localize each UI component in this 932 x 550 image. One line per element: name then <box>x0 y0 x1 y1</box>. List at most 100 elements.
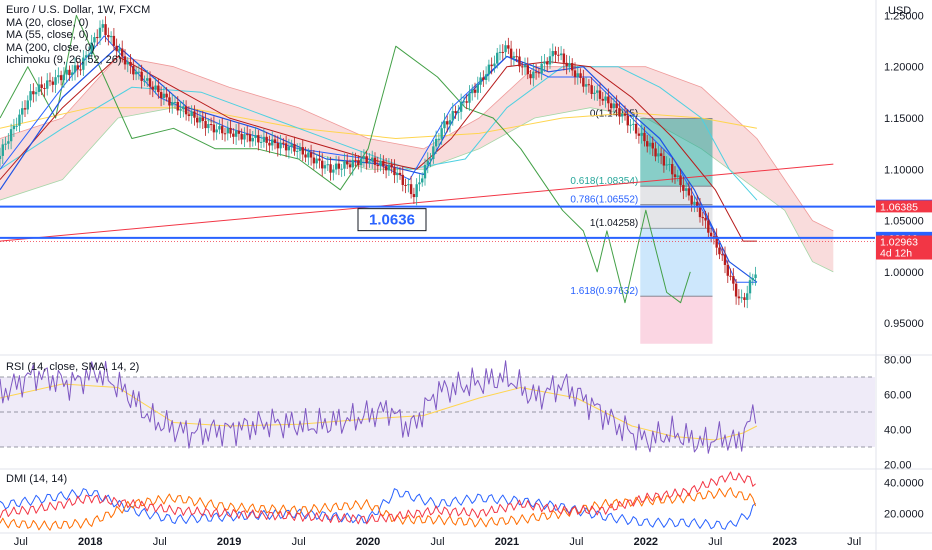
candle-body <box>104 24 107 35</box>
candle-body <box>712 236 716 238</box>
candle-body <box>509 48 513 58</box>
candle-body <box>704 217 707 221</box>
price-axis-tag-sublabel: 4d 12h <box>880 248 912 260</box>
candle-body <box>604 96 607 101</box>
candle-body <box>332 169 335 173</box>
candle-body <box>398 172 402 175</box>
dmi-pane-title: DMI (14, 14) <box>6 473 68 485</box>
candle-body <box>748 280 752 294</box>
candle-body <box>546 61 549 65</box>
candle-body <box>287 146 291 151</box>
price-axis-tag-label: 1.02963 <box>880 237 918 249</box>
candle-body <box>304 154 307 158</box>
chart-legend: Euro / U.S. Dollar, 1W, FXCM MA (20, clo… <box>6 4 150 67</box>
candle-body <box>29 91 32 101</box>
candle-body <box>518 56 521 67</box>
candle-body <box>543 61 546 64</box>
candle-body <box>468 93 471 103</box>
time-tick-label: Jul <box>292 536 306 548</box>
candle-body <box>21 108 24 115</box>
currency-label: USD <box>888 5 911 17</box>
candle-body <box>101 24 104 28</box>
candle-body <box>98 27 102 38</box>
candle-body <box>662 155 666 166</box>
candle-body <box>718 247 721 255</box>
candle-body <box>501 51 504 53</box>
candle-body <box>268 142 271 146</box>
rsi-tick-label: 60.00 <box>884 390 912 402</box>
fib-level-label: 1.618(0.97632) <box>570 286 638 297</box>
candle-body <box>246 134 249 136</box>
candle-body <box>690 195 693 205</box>
price-axis-tag-label: 1.06385 <box>880 201 918 213</box>
candle-body <box>687 188 691 196</box>
candle-body <box>559 53 563 56</box>
candle-body <box>437 138 441 140</box>
candle-body <box>648 142 652 147</box>
fib-zone-below <box>640 296 713 344</box>
candle-body <box>396 172 399 176</box>
candle-body <box>507 45 510 49</box>
candle-body <box>551 51 554 57</box>
candle-body <box>162 93 166 98</box>
candle-body <box>615 103 618 109</box>
candle-body <box>737 296 741 299</box>
candle-body <box>57 75 60 78</box>
candle-body <box>523 65 527 68</box>
candle-body <box>404 184 407 186</box>
candle-body <box>0 155 2 160</box>
candle-body <box>112 35 116 46</box>
candle-body <box>348 164 352 168</box>
candle-body <box>423 164 427 179</box>
candle-body <box>4 143 7 145</box>
candle-body <box>407 184 410 186</box>
candle-body <box>484 74 488 81</box>
candle-body <box>693 201 696 205</box>
rsi-pane-title: RSI (14, close, SMA, 14, 2) <box>6 361 140 373</box>
candle-body <box>343 161 346 169</box>
candle-body <box>376 164 379 167</box>
candle-body <box>223 133 227 135</box>
time-tick-label: 2020 <box>356 536 380 548</box>
candle-body <box>498 51 502 53</box>
candle-body <box>368 161 371 164</box>
time-tick-label: 2022 <box>634 536 658 548</box>
candle-body <box>482 77 485 81</box>
candle-body <box>237 130 241 134</box>
candle-body <box>179 109 182 111</box>
candle-body <box>440 128 443 139</box>
candle-body <box>323 165 327 169</box>
candle-body <box>751 278 754 281</box>
candle-body <box>448 120 452 125</box>
candle-body <box>473 89 477 93</box>
candle-body <box>282 142 285 144</box>
candle-body <box>34 91 38 95</box>
candle-body <box>43 87 46 89</box>
candle-body <box>454 111 457 114</box>
candle-body <box>593 92 596 94</box>
candle-body <box>601 98 604 101</box>
candle-body <box>632 123 635 125</box>
candle-body <box>659 153 663 156</box>
candle-body <box>596 90 599 93</box>
candle-body <box>15 125 18 127</box>
candle-body <box>204 120 207 129</box>
candle-body <box>432 146 435 160</box>
candle-body <box>579 73 582 78</box>
candle-body <box>457 111 460 114</box>
candle-body <box>23 108 27 110</box>
candle-body <box>140 71 143 81</box>
candle-body <box>526 65 529 75</box>
candle-body <box>409 184 413 195</box>
price-axis-tag <box>876 200 932 213</box>
candle-body <box>132 65 135 75</box>
candle-body <box>373 157 377 165</box>
time-tick-label: 2018 <box>78 536 102 548</box>
fib-level-label: 1(1.04258) <box>590 218 638 229</box>
candle-body <box>48 80 52 82</box>
candle-body <box>207 124 210 129</box>
candle-body <box>157 85 160 93</box>
candle-body <box>387 164 391 171</box>
candle-body <box>168 97 171 106</box>
